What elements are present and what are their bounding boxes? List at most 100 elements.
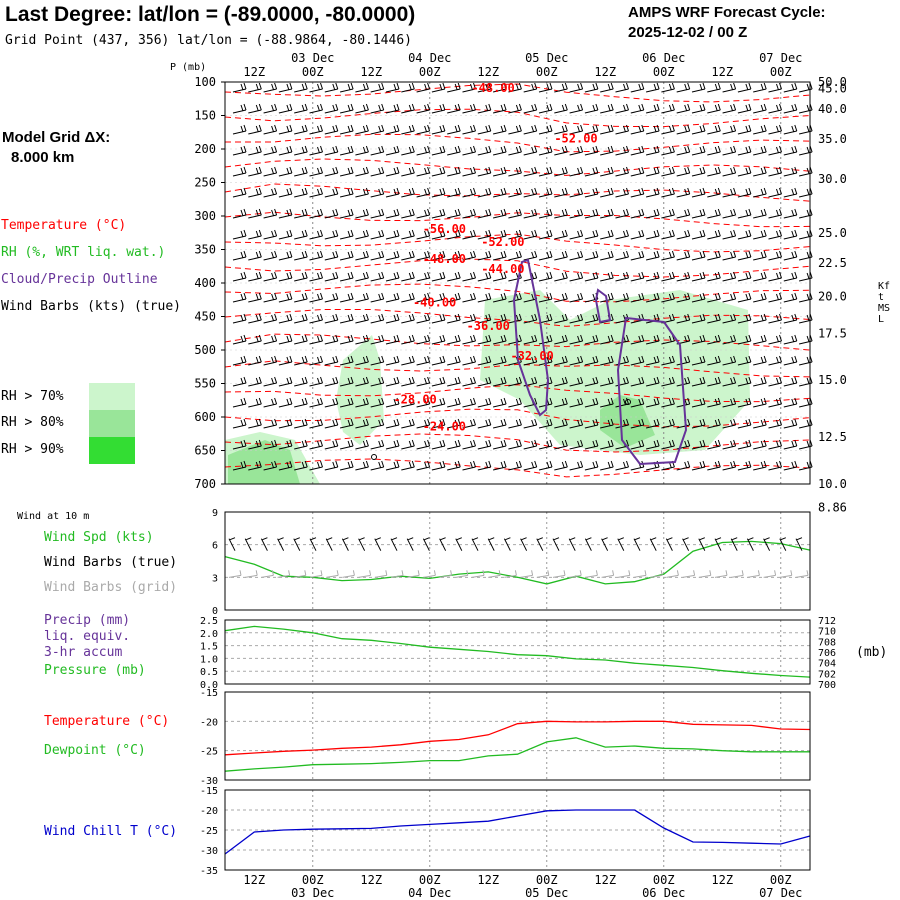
wind-barb — [768, 439, 782, 450]
precip-pressure-panel-ytick-1.0: 1.0 — [200, 654, 218, 665]
wind-barb — [477, 292, 492, 303]
wind-barb — [523, 82, 538, 93]
wind-barb — [676, 355, 691, 366]
wind-barb — [355, 271, 369, 282]
wind-barb — [447, 229, 461, 240]
wind-barb — [615, 208, 629, 219]
height-tick-4: 30.0 — [818, 172, 847, 186]
wind-barb — [370, 376, 385, 387]
pressure-tick-300: 300 — [194, 209, 216, 223]
wind-barb — [707, 271, 721, 282]
wind-barb — [263, 376, 278, 387]
rh80-swatch — [89, 410, 135, 437]
wind-barb — [722, 313, 737, 324]
wind-barb — [232, 208, 247, 219]
wind-barb — [630, 145, 645, 156]
wind-barb — [584, 229, 599, 240]
wind-barb — [753, 334, 767, 345]
wind-barb — [447, 124, 461, 135]
wind-barb — [600, 439, 614, 450]
wind-barb — [523, 229, 538, 240]
wind-barb — [385, 376, 400, 387]
wind-barb — [615, 166, 629, 177]
grid-wind-barb — [245, 570, 258, 578]
wind-barb — [645, 124, 660, 135]
wind-barb — [630, 229, 645, 240]
wind-barb — [263, 250, 278, 261]
wind-barb — [753, 82, 767, 93]
wind-barb — [462, 397, 476, 408]
pressure-tick-600: 600 — [194, 410, 216, 424]
height-tick-0: 50.0 — [818, 75, 847, 89]
wind-barb — [645, 250, 660, 261]
wind-barb — [431, 124, 446, 135]
wind-barb — [661, 292, 675, 303]
wind-barb — [569, 334, 584, 345]
forecast-cycle-value: 2025-12-02 / 00 Z — [628, 24, 748, 41]
wind-barb — [416, 292, 431, 303]
wind-barb — [676, 250, 691, 261]
wind-barb — [309, 208, 323, 219]
wind-barb — [722, 292, 737, 303]
surface-wind-barb — [309, 537, 317, 551]
wind-barb — [385, 145, 400, 156]
wind-barb — [416, 250, 431, 261]
bottom-hour-tick-4: 12Z — [477, 873, 499, 887]
wind-barb — [630, 418, 645, 429]
wind-barb — [355, 439, 369, 450]
wind-barb — [584, 166, 599, 177]
wind-barb — [232, 292, 247, 303]
height-tick-7: 20.0 — [818, 289, 847, 303]
wind-barb — [783, 334, 798, 345]
wind-barb — [248, 82, 262, 93]
wind-barb — [676, 208, 691, 219]
wind-barb — [661, 271, 675, 282]
wind-barb — [554, 439, 568, 450]
wind-barb — [416, 187, 431, 198]
wind-panel-series-0 — [224, 540, 811, 585]
wind-barb — [339, 166, 354, 177]
wind-barb — [447, 439, 461, 450]
wind-barb — [753, 439, 767, 450]
wind-barb — [569, 355, 584, 366]
grid-wind-barb — [536, 570, 550, 578]
wind-barb — [339, 250, 354, 261]
wind-barb — [569, 250, 584, 261]
wind-barb — [263, 292, 278, 303]
wind-barb — [600, 460, 614, 471]
surface-wind-barb — [552, 537, 560, 551]
grid-wind-barb — [504, 570, 517, 578]
wind-barb — [630, 271, 645, 282]
wind-barb — [600, 250, 614, 261]
precip-pressure-panel-rtick-710: 710 — [818, 627, 836, 638]
wind-barb — [722, 187, 737, 198]
wind-barb — [584, 376, 599, 387]
wind-barb — [401, 208, 415, 219]
wind-barb — [294, 208, 308, 219]
wind-barb — [768, 103, 782, 114]
wind-barb — [768, 229, 782, 240]
top-hour-tick-3: 00Z — [419, 65, 441, 79]
wind-barb — [385, 334, 400, 345]
wind-barb — [324, 334, 339, 345]
wind-barb — [370, 418, 385, 429]
wind-barb — [385, 271, 400, 282]
wind-barb — [707, 229, 721, 240]
legend-wind-barbs: Wind Barbs (kts) (true) — [1, 299, 182, 314]
wind-barb — [294, 397, 308, 408]
wind-barb — [278, 229, 293, 240]
wind-barb — [416, 460, 431, 471]
bottom-hour-tick-6: 12Z — [594, 873, 616, 887]
wind-barb — [447, 376, 461, 387]
wind-barb — [737, 229, 752, 240]
wind-barb — [416, 397, 431, 408]
wind-barb — [248, 208, 262, 219]
wind-barb — [416, 418, 431, 429]
wind-barb — [584, 103, 599, 114]
wind-barb — [462, 334, 476, 345]
wind-barb — [722, 208, 737, 219]
wind-barb — [324, 145, 339, 156]
wind-barb — [645, 418, 660, 429]
wind-barb — [523, 460, 538, 471]
grid-wind-barb — [407, 570, 420, 578]
